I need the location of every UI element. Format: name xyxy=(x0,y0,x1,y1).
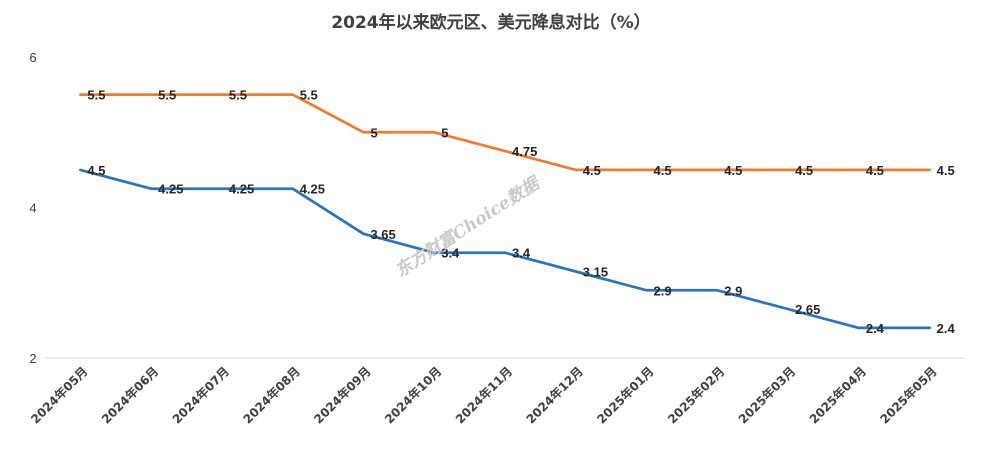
x-tick-label: 2024年10月 xyxy=(381,364,444,427)
chart-title: 2024年以来欧元区、美元降息对比（%） xyxy=(331,12,650,33)
data-label: 5.5 xyxy=(300,88,318,103)
y-tick-label: 2 xyxy=(29,351,36,366)
y-tick-label: 6 xyxy=(29,50,36,65)
data-label: 2.4 xyxy=(937,321,956,336)
data-label: 4.25 xyxy=(158,182,183,197)
data-label: 4.5 xyxy=(654,163,672,178)
data-label: 4.25 xyxy=(229,182,254,197)
x-tick-label: 2025年02月 xyxy=(664,364,727,427)
x-tick-label: 2025年03月 xyxy=(735,364,798,427)
data-label: 4.5 xyxy=(795,163,813,178)
data-label: 4.5 xyxy=(724,163,742,178)
data-label: 4.25 xyxy=(300,182,325,197)
data-label: 4.5 xyxy=(866,163,884,178)
x-tick-label: 2024年06月 xyxy=(98,364,161,427)
data-label: 5 xyxy=(441,125,448,140)
series-line-1 xyxy=(79,93,931,172)
x-tick-label: 2024年11月 xyxy=(452,364,515,427)
data-label: 5 xyxy=(370,125,377,140)
series-line-2 xyxy=(79,168,931,330)
x-tick-label: 2025年05月 xyxy=(877,364,940,427)
data-label: 5.5 xyxy=(158,88,176,103)
data-label: 5.5 xyxy=(229,88,247,103)
data-label: 2.4 xyxy=(866,321,885,336)
data-label: 3.15 xyxy=(583,264,608,279)
data-label: 3.4 xyxy=(441,246,460,261)
x-tick-label: 2025年04月 xyxy=(806,364,869,427)
x-tick-label: 2024年09月 xyxy=(311,364,374,427)
data-label: 4.5 xyxy=(87,163,105,178)
x-tick-label: 2024年07月 xyxy=(169,364,232,427)
x-tick-label: 2024年12月 xyxy=(523,364,586,427)
data-label: 4.5 xyxy=(583,163,601,178)
data-label: 2.65 xyxy=(795,302,820,317)
data-label: 4.75 xyxy=(512,144,537,159)
data-label: 3.65 xyxy=(370,227,395,242)
data-label: 2.9 xyxy=(654,283,672,298)
y-tick-label: 4 xyxy=(29,201,36,216)
data-label: 3.4 xyxy=(512,246,531,261)
data-label: 4.5 xyxy=(937,163,955,178)
x-tick-label: 2024年08月 xyxy=(240,364,303,427)
data-label: 5.5 xyxy=(87,88,105,103)
x-tick-label: 2025年01月 xyxy=(594,364,657,427)
x-tick-label: 2024年05月 xyxy=(27,364,90,427)
data-label: 2.9 xyxy=(724,283,742,298)
watermark: 东方财富Choice数据 xyxy=(392,172,545,281)
